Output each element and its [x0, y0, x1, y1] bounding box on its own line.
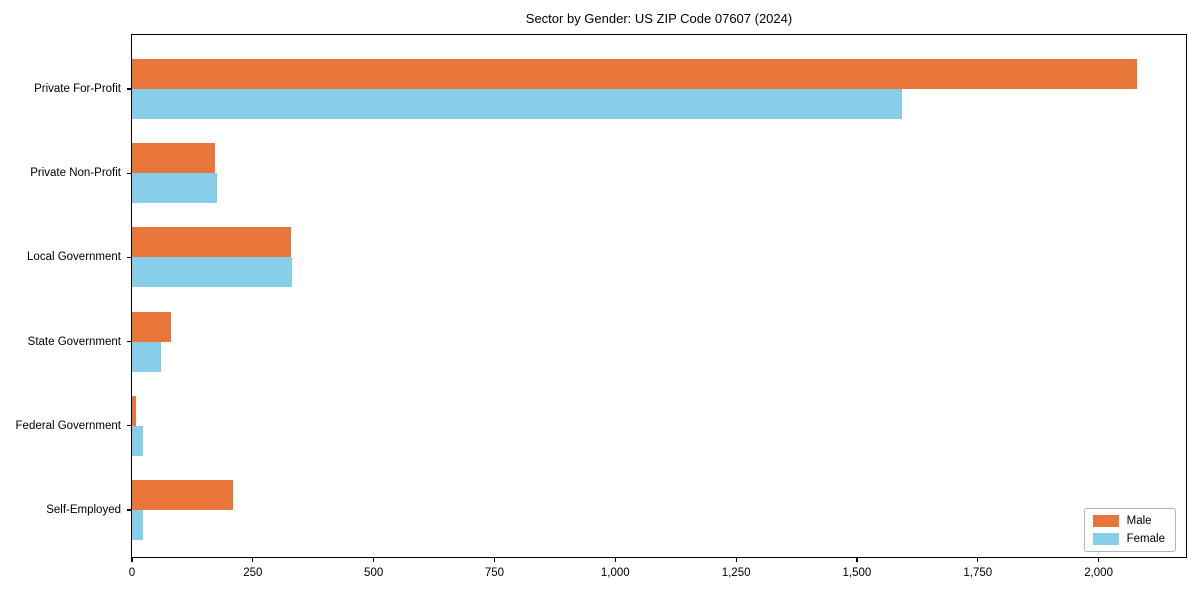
x-tick-label: 1,250 — [721, 567, 751, 579]
x-tick-mark — [252, 557, 254, 562]
y-tick-mark — [127, 509, 132, 511]
x-tick-mark — [493, 557, 496, 562]
legend-item-female: Female — [1092, 533, 1165, 545]
x-tick-label: 1,750 — [963, 567, 993, 579]
bar-female-federal-government — [132, 425, 143, 456]
y-tick-mark — [127, 425, 132, 427]
x-tick-label: 500 — [364, 567, 384, 579]
y-tick-label-local-government: Local Government — [27, 251, 121, 264]
bar-male-local-government — [132, 227, 291, 258]
bar-female-private-non-profit — [132, 173, 218, 204]
legend-label-male: Male — [1126, 515, 1152, 527]
x-tick-mark — [735, 557, 737, 562]
y-tick-mark — [127, 341, 132, 343]
bar-male-private-for-profit — [132, 59, 1138, 89]
bar-female-local-government — [132, 257, 292, 288]
y-tick-mark — [127, 88, 132, 90]
x-tick-label: 0 — [128, 567, 136, 579]
plot-area: Male Female 0 250 500 750 1,000 1,250 1,500 1,7… — [16, 34, 1187, 579]
x-tick-label: 1,000 — [600, 567, 630, 579]
y-tick-mark — [127, 172, 132, 174]
legend-label-female: Female — [1126, 533, 1165, 545]
legend: Male Female — [1083, 508, 1176, 552]
x-tick-mark — [131, 557, 133, 562]
bar-male-private-non-profit — [132, 143, 215, 174]
x-tick-mark — [977, 557, 979, 562]
x-tick-mark — [856, 557, 858, 562]
legend-item-male: Male — [1092, 515, 1165, 527]
male-color-swatch — [1092, 515, 1119, 527]
x-tick-label: 250 — [243, 567, 263, 579]
x-tick-label: 2,000 — [1084, 567, 1113, 579]
x-tick-mark — [1097, 557, 1100, 562]
x-tick-label: 750 — [484, 567, 505, 579]
y-tick-label-state-government: State Government — [27, 335, 121, 348]
bar-female-self-employed — [132, 510, 143, 540]
bar-male-self-employed — [132, 480, 233, 510]
y-tick-mark — [127, 256, 132, 258]
bar-male-federal-government — [132, 395, 137, 426]
x-tick-mark — [373, 557, 375, 562]
y-tick-label-self-employed: Self-Employed — [46, 504, 121, 516]
bar-male-state-government — [132, 311, 172, 342]
female-color-swatch — [1092, 533, 1119, 545]
bar-female-state-government — [132, 341, 161, 372]
y-tick-label-private-non-profit: Private Non-Profit — [30, 167, 121, 180]
chart-title: Sector by Gender: US ZIP Code 07607 (202… — [525, 11, 793, 26]
y-tick-label-federal-government: Federal Government — [15, 419, 121, 432]
bar-female-private-for-profit — [132, 89, 902, 119]
x-tick-label: 1,500 — [842, 567, 872, 579]
x-tick-mark — [614, 557, 616, 562]
y-tick-label-private-for-profit: Private For-Profit — [34, 83, 121, 95]
